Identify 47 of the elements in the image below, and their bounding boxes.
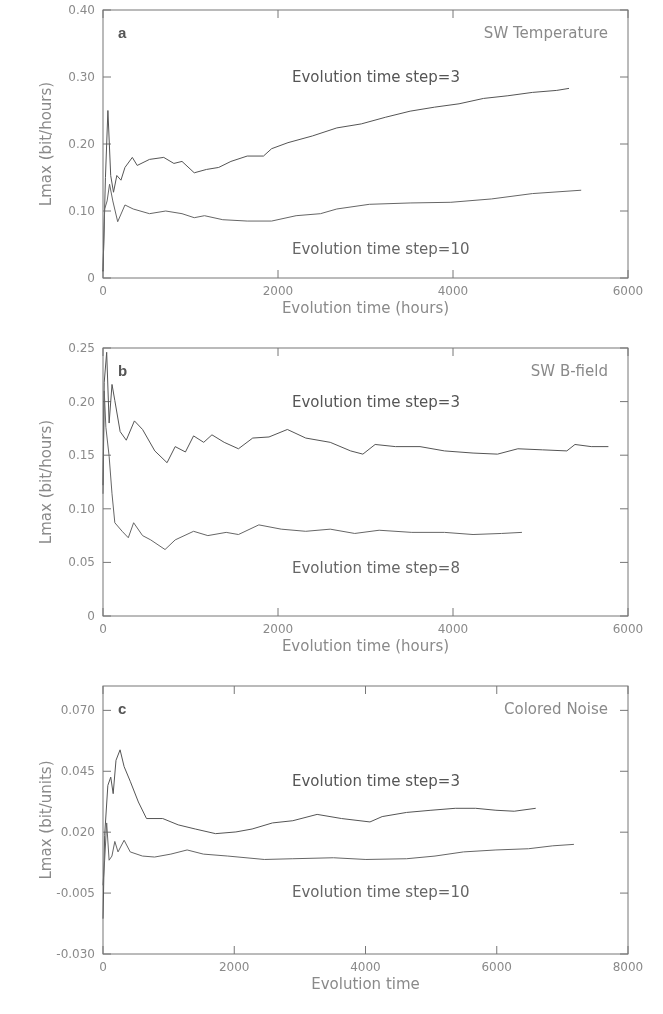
y-tick-label: 0.05	[68, 555, 95, 570]
y-tick-label: 0	[87, 609, 95, 623]
x-tick-label: 4000	[350, 960, 381, 974]
text: Colored Noise	[504, 700, 608, 718]
x-tick-label: 4000	[437, 622, 469, 636]
annotation: a	[118, 24, 127, 41]
y-tick-label: 0.045	[60, 764, 95, 779]
x-tick-label: 0	[99, 960, 107, 974]
x-tick-label: 6000	[481, 960, 513, 974]
y-tick-label: 0.070	[60, 703, 95, 718]
series-label: Evolution time step=3	[292, 772, 460, 791]
x-tick-label: 2000	[262, 622, 294, 636]
x-tick-label: 8000	[612, 960, 644, 974]
x-tick-label: 2000	[218, 960, 250, 974]
y-axis-title: Lmax (bit/hours)	[37, 419, 55, 545]
text: SW Temperature	[483, 24, 608, 42]
x-tick-label: 2000	[262, 284, 294, 298]
y-tick-label: 0.25	[68, 341, 95, 355]
y-axis-title: Lmax (bit/hours)	[37, 81, 55, 207]
y-tick-label: 0.40	[68, 3, 95, 17]
series-label: Evolution time step=3	[292, 393, 460, 412]
y-tick-label: 0.15	[68, 448, 95, 463]
x-tick-label: 4000	[437, 284, 469, 298]
series-label: Evolution time step=10	[292, 239, 470, 258]
x-tick-label: 6000	[612, 622, 644, 636]
x-axis-title: Evolution time	[311, 975, 420, 993]
x-tick-label: 6000	[612, 284, 644, 298]
y-tick-label: 0.10	[68, 501, 95, 516]
annotation: c	[118, 700, 127, 717]
series-label: Evolution time step=10	[292, 883, 470, 902]
series-label: Evolution time step=8	[292, 558, 460, 577]
x-axis-title: Evolution time (hours)	[281, 637, 450, 655]
y-tick-label: 0.20	[68, 394, 95, 409]
y-tick-label: -0.005	[56, 886, 95, 901]
y-tick-label: -0.030	[56, 947, 95, 961]
series-label: Evolution time step=3	[292, 67, 460, 86]
y-tick-label: 0.20	[68, 137, 95, 151]
y-tick-label: 0.10	[68, 204, 95, 218]
y-tick-label: 0	[87, 271, 95, 285]
x-tick-label: 0	[99, 284, 107, 298]
y-axis-title: Lmax (bit/units)	[37, 760, 55, 880]
y-tick-label: 0.020	[60, 825, 95, 840]
x-tick-label: 0	[99, 622, 107, 636]
annotation: b	[118, 362, 128, 379]
x-axis-title: Evolution time (hours)	[281, 299, 450, 317]
text: SW B-field	[530, 362, 608, 380]
y-tick-label: 0.30	[68, 70, 95, 84]
